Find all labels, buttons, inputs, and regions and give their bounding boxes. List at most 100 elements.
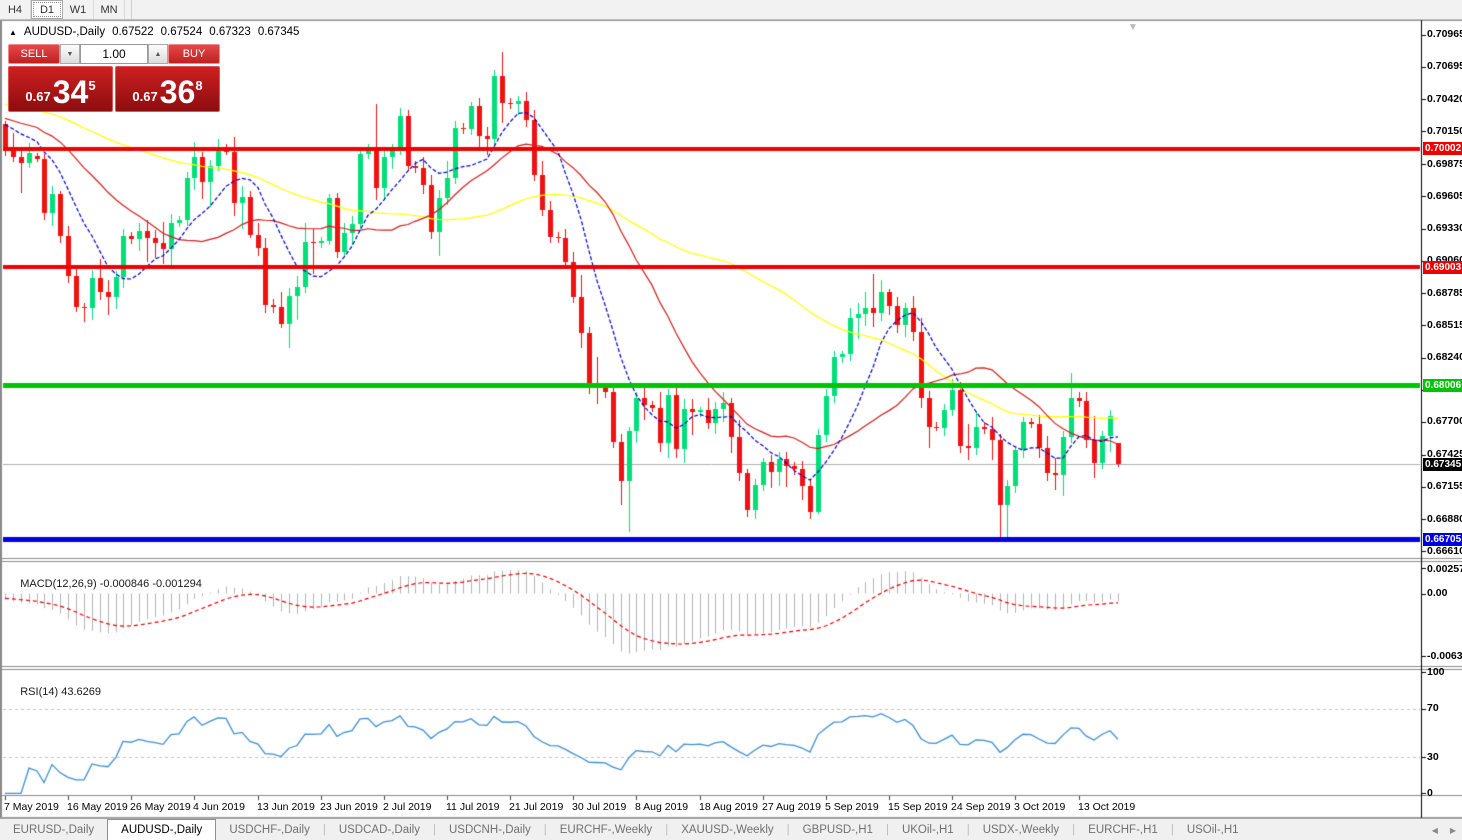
- date-axis-label: 18 Aug 2019: [699, 801, 758, 813]
- price-level-label: 0.66705: [1423, 533, 1462, 547]
- buy-price-sup: 8: [195, 78, 203, 93]
- price-level-label: 0.70002: [1423, 142, 1462, 156]
- tab-scroll-arrows: ◀ ▶: [1420, 819, 1456, 840]
- price-level-label: 0.68006: [1423, 379, 1462, 393]
- timeframe-button-h4[interactable]: H4: [0, 0, 31, 19]
- date-axis-label: 8 Aug 2019: [635, 801, 689, 813]
- scroll-to-end-marker[interactable]: ▼: [1128, 22, 1138, 33]
- current-price-label: 0.67345: [1423, 457, 1462, 471]
- price-axis-tick: 0.67425: [1427, 448, 1462, 461]
- ohlc-low: 0.67323: [209, 26, 251, 38]
- macd-axis-tick: -0.006326: [1427, 649, 1462, 662]
- tab-separator: |: [1170, 824, 1174, 836]
- date-axis-label: 24 Sep 2019: [951, 801, 1011, 813]
- rsi-indicator-label: RSI(14) 43.6269: [20, 686, 101, 698]
- tab-separator: |: [665, 824, 669, 836]
- timeframe-button-mn[interactable]: MN: [94, 0, 125, 19]
- chart-symbol-title: AUDUSD-,Daily: [23, 26, 106, 38]
- macd-axis-tick: 0.002574: [1427, 563, 1462, 575]
- price-axis-tick: 0.69605: [1427, 189, 1462, 202]
- rsi-axis-tick: 70: [1427, 702, 1439, 714]
- date-axis-label: 11 Jul 2019: [446, 801, 500, 813]
- timeframe-button-w1[interactable]: W1: [63, 0, 94, 19]
- date-axis-label: 4 Jun 2019: [193, 801, 245, 813]
- date-axis-label: 26 May 2019: [130, 801, 191, 813]
- tab-usoil-h1[interactable]: USOil-,H1: [1186, 824, 1239, 836]
- date-axis-label: 3 Oct 2019: [1014, 801, 1066, 813]
- tab-audusd-daily[interactable]: AUDUSD-,Daily: [107, 819, 217, 840]
- date-axis-label: 30 Jul 2019: [572, 801, 627, 813]
- tab-scroll-right-icon[interactable]: ▶: [1449, 825, 1456, 835]
- ohlc-high: 0.67524: [160, 26, 203, 38]
- buy-button[interactable]: BUY: [168, 44, 220, 64]
- buy-price-prefix: 0.67: [132, 89, 158, 104]
- tab-usdcnh-daily[interactable]: USDCNH-,Daily: [448, 824, 531, 836]
- rsi-value: 43.6269: [61, 686, 101, 698]
- sell-price-prefix: 0.67: [25, 89, 51, 104]
- timeframe-button-d1[interactable]: D1: [31, 0, 63, 19]
- price-axis-tick: 0.68515: [1427, 318, 1462, 331]
- tab-separator: |: [966, 824, 970, 836]
- price-axis-tick: 0.67700: [1427, 415, 1462, 428]
- rsi-axis-tick: 30: [1427, 750, 1439, 763]
- price-axis-tick: 0.70150: [1427, 124, 1462, 137]
- price-level-label: 0.69003: [1423, 260, 1462, 274]
- tab-eurusd-daily[interactable]: EURUSD-,Daily: [13, 824, 95, 836]
- price-axis-tick: 0.66610: [1427, 544, 1462, 557]
- macd-value-main: -0.000846: [99, 578, 150, 590]
- date-axis-label: 5 Sep 2019: [825, 801, 879, 813]
- chart-title-row: ▲ AUDUSD-,Daily 0.67522 0.67524 0.67323 …: [9, 26, 306, 38]
- tab-usdx-weekly[interactable]: USDX-,Weekly: [982, 824, 1060, 836]
- price-axis-tick: 0.67155: [1427, 480, 1462, 493]
- price-axis-tick: 0.69330: [1427, 222, 1462, 235]
- date-axis-label: 2 Jul 2019: [383, 801, 432, 813]
- date-axis-label: 7 May 2019: [4, 801, 59, 813]
- volume-increase-button[interactable]: ▲: [148, 44, 168, 64]
- tab-separator: |: [1072, 824, 1076, 836]
- rsi-axis-tick: 100: [1427, 665, 1445, 678]
- date-axis-label: 13 Oct 2019: [1078, 801, 1136, 813]
- sell-price-box[interactable]: 0.67 34 5: [8, 66, 113, 112]
- ohlc-open: 0.67522: [112, 26, 154, 38]
- tab-ukoil-h1[interactable]: UKOil-,H1: [901, 824, 954, 836]
- tab-eurchf-weekly[interactable]: EURCHF-,Weekly: [559, 824, 653, 836]
- sell-price-sup: 5: [88, 78, 96, 93]
- tab-separator: |: [885, 824, 889, 836]
- tab-gbpusd-h1[interactable]: GBPUSD-,H1: [802, 824, 873, 836]
- date-axis-label: 15 Sep 2019: [888, 801, 948, 813]
- sell-button[interactable]: SELL: [8, 44, 60, 64]
- buy-price-box[interactable]: 0.67 36 8: [115, 66, 220, 112]
- price-axis-tick: 0.69875: [1427, 157, 1462, 170]
- price-axis-tick: 0.70420: [1427, 92, 1462, 105]
- tab-xauusd-weekly[interactable]: XAUUSD-,Weekly: [681, 824, 774, 836]
- tab-eurchf-h1[interactable]: EURCHF-,H1: [1088, 824, 1158, 836]
- price-axis-tick: 0.70965: [1427, 28, 1462, 41]
- tab-scroll-left-icon[interactable]: ◀: [1431, 825, 1438, 835]
- tab-separator: |: [322, 824, 326, 836]
- price-axis-tick: 0.68240: [1427, 351, 1462, 364]
- date-axis-label: 27 Aug 2019: [762, 801, 821, 813]
- symbol-tab-bar: EURUSD-,Daily AUDUSD-,Daily USDCHF-,Daily |…: [0, 818, 1462, 840]
- tab-separator: |: [786, 824, 790, 836]
- ohlc-close: 0.67345: [257, 26, 300, 38]
- toolbar-separator: [131, 0, 132, 19]
- sell-price-big: 34: [52, 74, 89, 110]
- volume-decrease-button[interactable]: ▼: [60, 44, 80, 64]
- buy-price-big: 36: [159, 74, 196, 110]
- rsi-axis-tick: 0: [1427, 786, 1433, 799]
- timeframe-toolbar: H4 D1 W1 MN: [0, 0, 1462, 20]
- tab-usdchf-daily[interactable]: USDCHF-,Daily: [229, 824, 310, 836]
- tab-usdcad-daily[interactable]: USDCAD-,Daily: [338, 824, 420, 836]
- date-axis-label: 23 Jun 2019: [320, 801, 378, 813]
- one-click-trade-panel: SELL ▼ 1.00 ▲ BUY 0.67 34 5 0.67 36 8: [8, 44, 224, 112]
- collapse-panel-icon[interactable]: ▲: [9, 27, 17, 37]
- tab-separator: |: [432, 824, 436, 836]
- macd-value-signal: -0.001294: [152, 578, 202, 590]
- volume-input[interactable]: 1.00: [80, 44, 148, 64]
- date-axis-label: 21 Jul 2019: [509, 801, 564, 813]
- price-axis-tick: 0.66880: [1427, 512, 1462, 525]
- date-axis-label: 16 May 2019: [67, 801, 128, 813]
- macd-axis-tick: 0.00: [1427, 587, 1448, 599]
